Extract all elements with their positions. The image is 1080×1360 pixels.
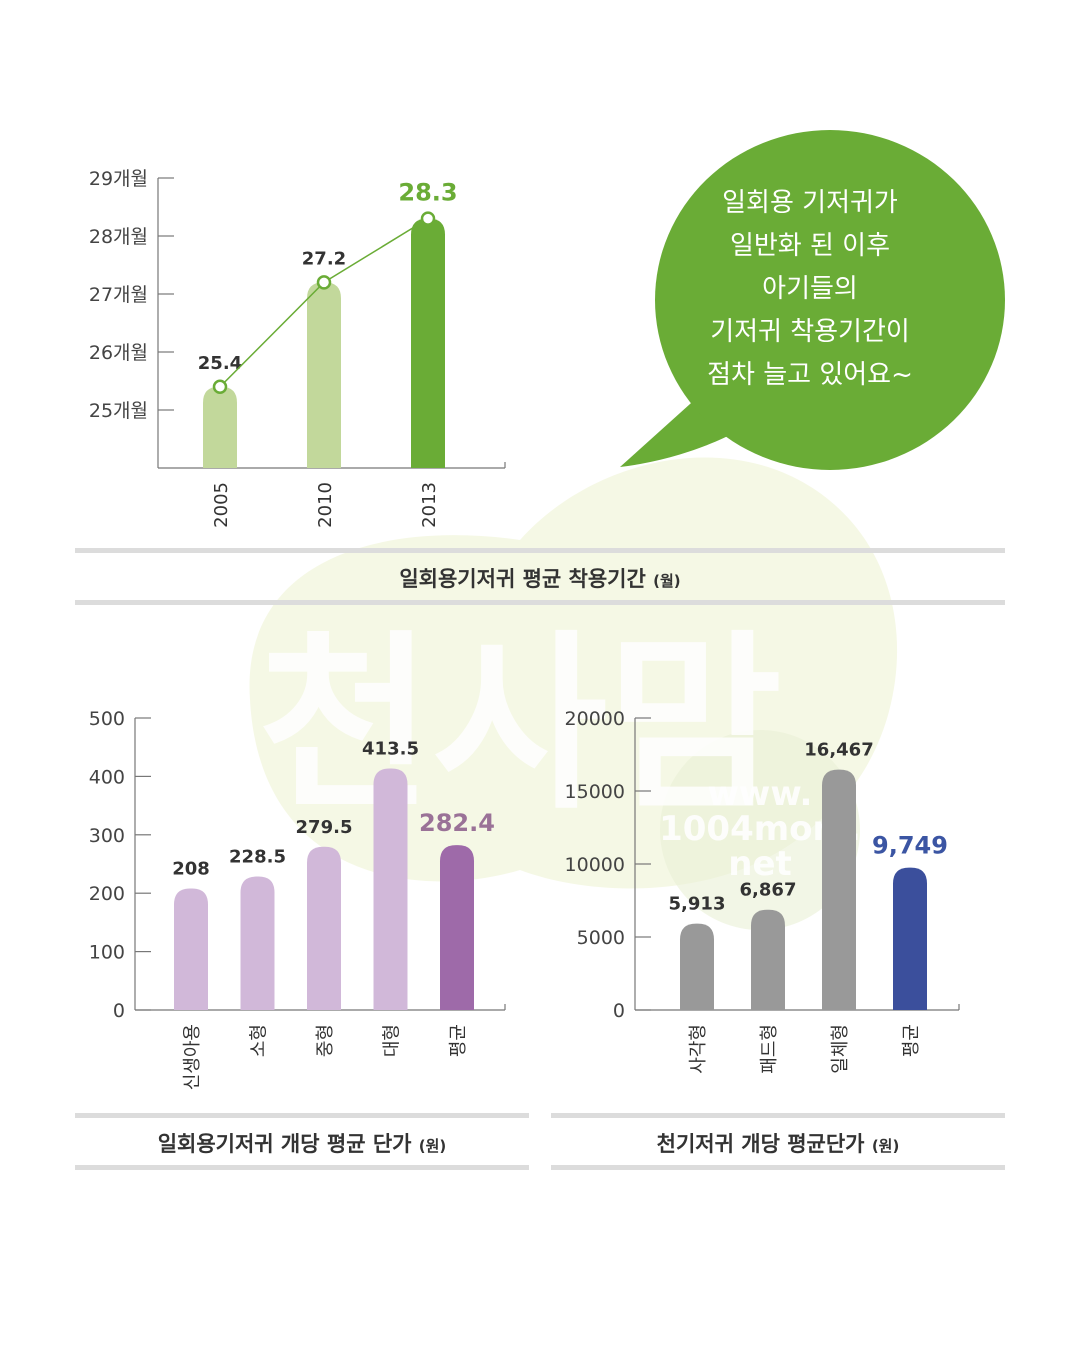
x-tick-label: 패드형 [759, 1024, 780, 1074]
series-point [420, 211, 436, 226]
y-tick-label: 5000 [577, 927, 625, 949]
caption-rule-top [75, 548, 1005, 553]
x-tick-label: 평균 [901, 1024, 922, 1057]
caption-rule-bottom [75, 1165, 529, 1170]
bar [440, 845, 474, 1010]
speech-bubble-line: 일회용 기저귀가 [722, 188, 898, 218]
x-tick-label: 평균 [448, 1024, 469, 1057]
caption-rule-bottom [75, 600, 1005, 605]
x-tick-label: 2005 [211, 482, 232, 528]
speech-bubble-line: 일반화 된 이후 [729, 231, 891, 261]
watermark-url-line: www. [708, 774, 813, 814]
data-label: 9,749 [872, 832, 948, 860]
data-label: 413.5 [362, 739, 419, 760]
data-label: 28.3 [398, 179, 457, 207]
y-tick-label: 10000 [565, 854, 625, 876]
chart-caption: 일회용기저귀 평균 착용기간 (월) [75, 563, 1005, 593]
y-tick-label: 100 [89, 942, 125, 964]
chart-caption: 천기저귀 개당 평균단가 (원) [551, 1128, 1005, 1158]
y-tick-label: 29개월 [89, 168, 148, 190]
x-tick-label: 중형 [315, 1024, 336, 1057]
data-label: 6,867 [740, 880, 797, 901]
x-tick-label: 2013 [419, 482, 440, 528]
data-label: 228.5 [229, 847, 286, 868]
caption-unit: (원) [871, 1137, 900, 1155]
x-tick-label: 대형 [382, 1024, 403, 1057]
data-label: 208 [172, 859, 210, 880]
y-tick-label: 15000 [565, 781, 625, 803]
y-tick-label: 0 [113, 1000, 125, 1022]
y-tick-label: 300 [89, 825, 125, 847]
bar [307, 282, 341, 468]
y-tick-label: 500 [89, 708, 125, 730]
y-tick-label: 27개월 [89, 284, 148, 306]
series-point [212, 379, 228, 395]
data-label: 27.2 [302, 248, 346, 269]
y-tick-label: 25개월 [89, 400, 148, 422]
speech-bubble-line: 아기들의 [762, 274, 858, 304]
caption-title: 일회용기저귀 개당 평균 단가 [157, 1132, 412, 1156]
caption-unit: (월) [653, 572, 681, 590]
caption-rule-top [551, 1113, 1005, 1118]
data-label: 282.4 [419, 809, 495, 837]
data-label: 25.4 [198, 353, 242, 374]
speech-bubble-line: 기저귀 착용기간이 [710, 317, 910, 347]
caption-title: 천기저귀 개당 평균단가 [656, 1132, 865, 1156]
speech-bubble-line: 점차 늘고 있어요~ [707, 360, 913, 390]
bar [680, 923, 714, 1010]
x-tick-label: 사각형 [688, 1024, 709, 1074]
series-point [316, 275, 332, 290]
caption-unit: (원) [418, 1137, 447, 1155]
y-tick-label: 200 [89, 883, 125, 905]
bar [822, 769, 856, 1010]
bar [174, 888, 208, 1010]
y-tick-label: 20000 [565, 708, 625, 730]
x-tick-label: 2010 [315, 482, 336, 528]
chart-cloth-price: 0 5000 10000 15000 20000 5,913 사각형 6,867 패드형 16,4… [565, 708, 960, 1074]
x-tick-label: 신생아용 [182, 1024, 203, 1090]
speech-bubble-text: 일회용 기저귀가 일반화 된 이후 아기들의 기저귀 착용기간이 점차 늘고 있… [660, 182, 960, 397]
watermark-circle [660, 730, 860, 930]
x-tick-label: 일체형 [830, 1024, 851, 1074]
watermark-url-line: net [728, 844, 792, 884]
x-tick-label: 소형 [249, 1024, 270, 1057]
chart-disposable-price: 0 100 200 300 400 500 208 신생아용 228.5 소형 279.5 중형 413… [89, 708, 506, 1090]
data-label: 5,913 [669, 894, 726, 915]
bar [893, 867, 927, 1010]
chart-wearing-period: 25개월 26개월 27개월 28개월 29개월 25.4 2005 27.2 2010 28.3… [89, 168, 506, 528]
watermark-brand: 천사맘 [258, 614, 782, 835]
y-tick-label: 0 [613, 1000, 625, 1022]
caption-title: 일회용기저귀 평균 착용기간 [399, 567, 646, 591]
chart-caption: 일회용기저귀 개당 평균 단가 (원) [75, 1128, 529, 1158]
y-tick-label: 400 [89, 766, 125, 788]
bar [240, 876, 275, 1010]
data-label: 279.5 [296, 817, 353, 838]
bar [373, 768, 408, 1010]
caption-rule-top [75, 1113, 529, 1118]
bar [411, 218, 445, 468]
speech-bubble [620, 130, 1005, 470]
bar [203, 386, 237, 468]
bar [751, 909, 785, 1010]
bar [307, 846, 341, 1010]
y-tick-label: 26개월 [89, 342, 148, 364]
caption-rule-bottom [551, 1165, 1005, 1170]
speech-bubble-body [655, 130, 1005, 470]
data-label: 16,467 [804, 740, 873, 761]
y-tick-label: 28개월 [89, 226, 148, 248]
